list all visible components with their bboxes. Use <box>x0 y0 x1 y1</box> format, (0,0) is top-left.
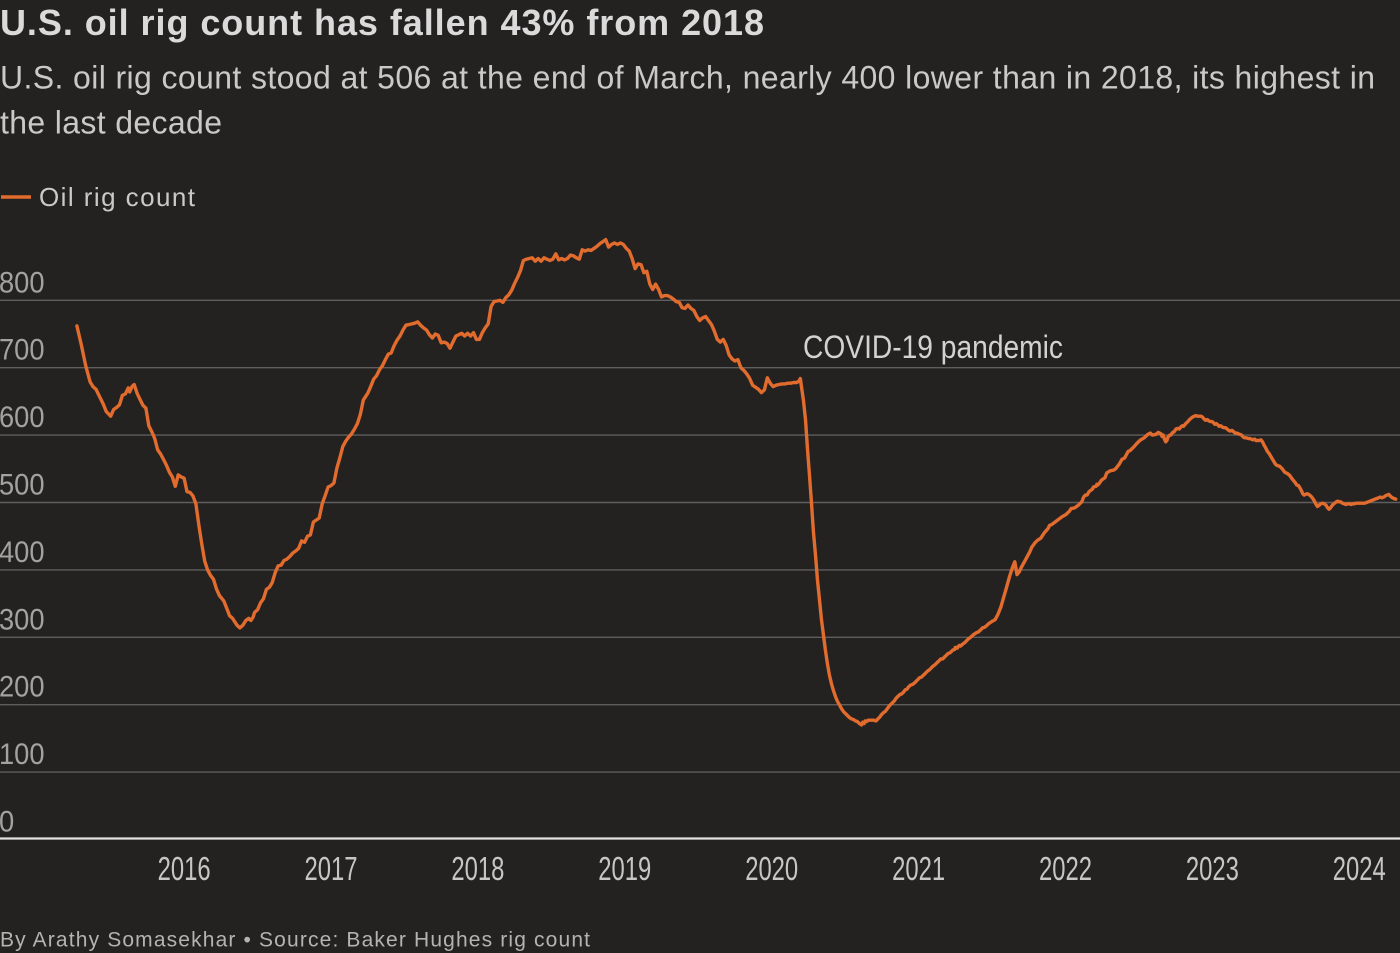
svg-text:2018: 2018 <box>451 850 504 887</box>
svg-text:2023: 2023 <box>1186 850 1239 887</box>
svg-text:2021: 2021 <box>892 850 945 887</box>
svg-text:By Arathy Somasekhar • Source:: By Arathy Somasekhar • Source: Baker Hug… <box>0 929 590 952</box>
svg-text:800: 800 <box>0 266 45 299</box>
svg-text:COVID-19 pandemic: COVID-19 pandemic <box>803 329 1063 365</box>
svg-text:Oil rig count: Oil rig count <box>39 182 196 212</box>
svg-text:the last decade: the last decade <box>0 105 222 141</box>
svg-text:U.S. oil rig count stood at 50: U.S. oil rig count stood at 506 at the e… <box>0 60 1375 96</box>
svg-text:0: 0 <box>0 806 14 839</box>
svg-text:2017: 2017 <box>305 850 358 887</box>
svg-text:300: 300 <box>0 603 45 636</box>
svg-text:200: 200 <box>0 671 45 704</box>
svg-text:500: 500 <box>0 469 45 502</box>
svg-text:2024: 2024 <box>1333 850 1386 887</box>
svg-text:2020: 2020 <box>745 850 798 887</box>
svg-text:U.S. oil rig count has fallen: U.S. oil rig count has fallen 43% from 2… <box>0 2 764 43</box>
svg-text:2016: 2016 <box>158 850 211 887</box>
svg-text:2019: 2019 <box>598 850 651 887</box>
svg-text:400: 400 <box>0 536 45 569</box>
svg-text:600: 600 <box>0 401 45 434</box>
svg-text:100: 100 <box>0 738 45 771</box>
svg-text:2022: 2022 <box>1039 850 1092 887</box>
svg-text:700: 700 <box>0 334 45 367</box>
